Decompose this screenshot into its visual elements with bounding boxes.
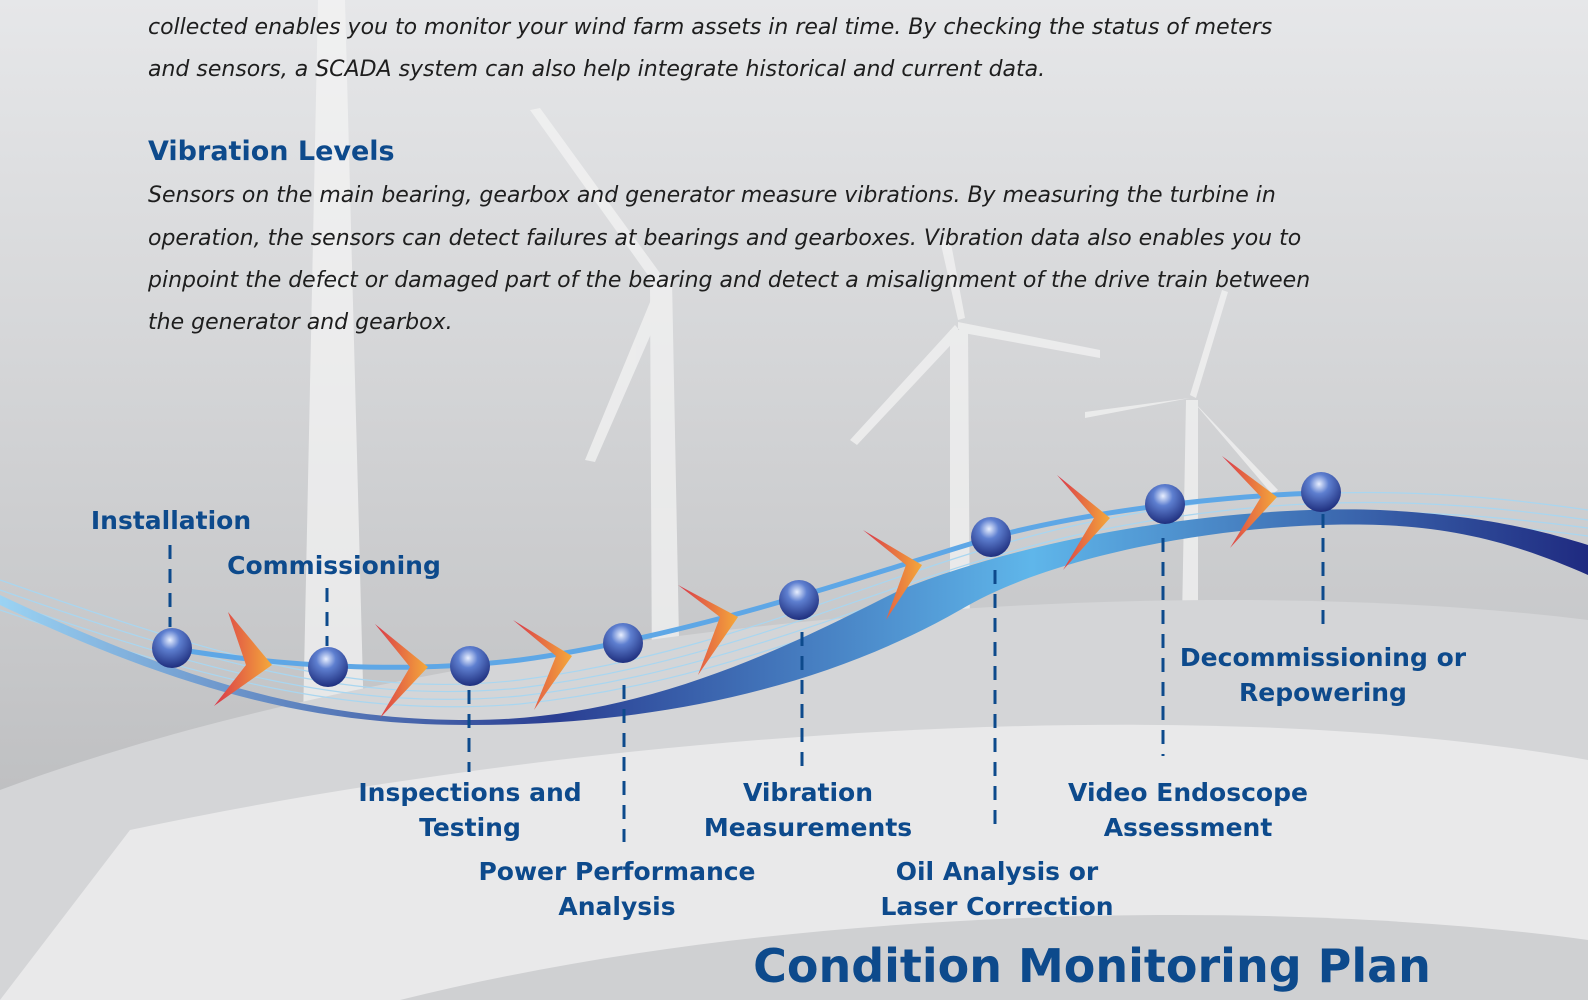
paragraph-line: pinpoint the defect or damaged part of t… — [147, 268, 1310, 293]
stage-label: Power Performance — [478, 857, 755, 886]
stage-label: Assessment — [1104, 813, 1273, 842]
stage-label: Video Endoscope — [1068, 778, 1308, 807]
stage-label: Oil Analysis or — [896, 857, 1099, 886]
diagram-title: Condition Monitoring Plan — [753, 939, 1431, 993]
stage-label: Repowering — [1239, 678, 1407, 707]
intro-line: and sensors, a SCADA system can also hel… — [148, 57, 1045, 82]
heading: Vibration Levels — [148, 136, 395, 167]
paragraph-line: operation, the sensors can detect failur… — [148, 226, 1301, 251]
stage-label: Decommissioning or — [1180, 643, 1467, 672]
stage-label: Measurements — [704, 813, 912, 842]
page: collected enables you to monitor your wi… — [0, 0, 1588, 1000]
paragraph-line: Sensors on the main bearing, gearbox and… — [148, 183, 1276, 208]
stage-label: Inspections and — [358, 778, 581, 807]
intro-line: collected enables you to monitor your wi… — [148, 15, 1272, 40]
canvas: collected enables you to monitor your wi… — [0, 0, 1588, 1000]
paragraph-line: the generator and gearbox. — [148, 310, 453, 335]
stage-label: Installation — [91, 506, 251, 535]
stage-label: Commissioning — [227, 551, 441, 580]
stage-label: Laser Correction — [880, 892, 1113, 921]
stage-label: Testing — [419, 813, 521, 842]
stage-label: Vibration — [743, 778, 873, 807]
stage-label: Analysis — [558, 892, 675, 921]
